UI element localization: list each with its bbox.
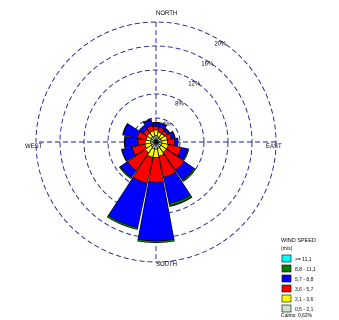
legend-title: WIND SPEED xyxy=(281,238,316,244)
south-label: SOUTH xyxy=(156,262,177,268)
petal-dir-337.5-speed-5 xyxy=(142,118,152,124)
ring-label-1: 4% xyxy=(162,122,171,128)
petal-dir-270-speed-5 xyxy=(123,135,126,149)
petal-dir-135-speed-5 xyxy=(181,167,196,182)
petal-dir-22.5-speed-4 xyxy=(158,122,168,130)
ring-labels: 4% 8% 12% 16% 20% xyxy=(162,41,227,128)
petal-dir-0-speed-3 xyxy=(152,126,160,131)
legend-label-1: >= 11,1 xyxy=(295,257,312,263)
petal-dir-112.5-speed-5 xyxy=(182,148,190,161)
legend-subtitle: (m/s) xyxy=(281,246,293,252)
petal-dir-90-speed-5 xyxy=(176,137,179,147)
petal-dir-0-speed-5 xyxy=(152,121,160,124)
west-label: WEST xyxy=(25,144,43,150)
petal-dir-45-speed-5 xyxy=(164,127,171,134)
legend-label-5: 2,1 - 3,6 xyxy=(295,297,314,303)
east-label: EAST xyxy=(266,144,282,150)
legend-label-4: 3,6 - 5,7 xyxy=(295,287,314,293)
petal-dir-180-speed-5 xyxy=(137,238,175,244)
petal-dir-315-speed-4 xyxy=(138,124,148,134)
legend-swatch-3 xyxy=(281,274,292,283)
petal-dir-157.5-speed-6 xyxy=(169,196,193,207)
legend-items: >= 11,1 8,8 - 11,1 5,7 - 8,8 3,6 - 5,7 2,1 -… xyxy=(281,254,316,313)
legend-swatch-2 xyxy=(281,264,292,273)
legend-swatch-6 xyxy=(281,304,292,313)
legend-swatch-4 xyxy=(281,284,292,293)
legend-label-2: 8,8 - 11,1 xyxy=(295,267,316,273)
petal-dir-292.5-speed-5 xyxy=(122,122,129,136)
north-label: NORTH xyxy=(156,11,177,17)
petal-dir-67.5-speed-5 xyxy=(171,130,176,139)
ring-label-4: 16% xyxy=(201,61,214,67)
wind-petals xyxy=(106,118,196,244)
ring-label-2: 8% xyxy=(175,102,184,108)
petal-dir-0-speed-4 xyxy=(152,122,160,128)
ring-label-3: 12% xyxy=(188,82,201,88)
petal-dir-247.5-speed-5 xyxy=(121,148,128,162)
legend-calms: Calms: 0,62% xyxy=(281,313,313,319)
legend-swatch-5 xyxy=(281,294,292,303)
legend-swatch-1 xyxy=(281,254,292,263)
petal-dir-202.5-speed-5 xyxy=(106,215,139,230)
ring-label-5: 20% xyxy=(214,41,227,47)
legend-label-3: 5,7 - 8,8 xyxy=(295,277,314,283)
petal-dir-225-speed-5 xyxy=(118,166,132,180)
petal-dir-90-speed-4 xyxy=(173,137,178,147)
legend-label-6: 0,5 - 2,1 xyxy=(295,307,314,313)
wind-speed-legend: WIND SPEED (m/s) >= 11,1 8,8 - 11,1 5,7 - … xyxy=(281,238,316,319)
